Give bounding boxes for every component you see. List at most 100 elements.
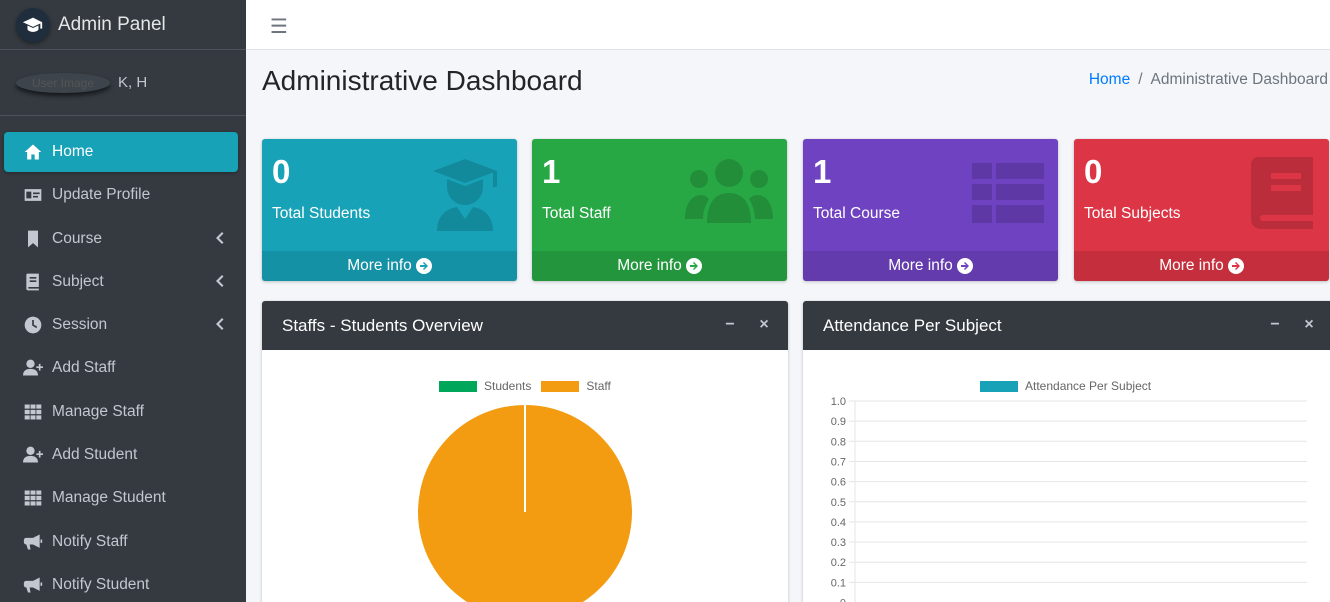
card-header: Staffs - Students Overview − × — [262, 301, 788, 350]
sidebar-item-label: Session — [52, 316, 108, 334]
legend-label: Attendance Per Subject — [1025, 379, 1152, 393]
sidebar-item-manage-student[interactable]: Manage Student — [4, 478, 238, 518]
graduation-cap-logo-icon — [16, 7, 50, 42]
more-info-link[interactable]: More info — [262, 251, 517, 281]
user-plus-icon — [22, 444, 44, 466]
arrow-circle-right-icon — [956, 258, 973, 274]
stat-box-total-course: 1 Total Course More info — [803, 139, 1058, 281]
minimize-button[interactable]: − — [725, 316, 735, 333]
y-tick-label: 0.4 — [831, 517, 846, 529]
chevron-left-icon — [214, 231, 224, 245]
graduate-icon — [427, 157, 503, 231]
megaphone-icon — [22, 531, 44, 553]
sidebar-item-home[interactable]: Home — [4, 132, 238, 172]
id-card-icon — [22, 184, 44, 206]
breadcrumb-separator: / — [1138, 71, 1143, 88]
y-tick-label: 0.5 — [831, 497, 846, 509]
bar-chart: 1.0 0.9 0.8 0.7 0.6 0.5 0.4 0.3 0.2 0.1 0 — [831, 396, 1307, 602]
card-tools: − × — [722, 316, 772, 333]
y-tick-label: 0.9 — [831, 416, 846, 428]
sidebar-item-label: Update Profile — [52, 186, 151, 204]
y-tick-label: 0.2 — [831, 557, 846, 569]
breadcrumb-home-link[interactable]: Home — [1088, 71, 1131, 88]
chevron-left-icon — [214, 317, 224, 331]
close-button[interactable]: × — [759, 316, 769, 333]
sidebar: Admin Panel User Image K, H Home Update … — [0, 0, 246, 602]
more-info-link[interactable]: More info — [803, 251, 1058, 281]
sidebar-item-update-profile[interactable]: Update Profile — [4, 175, 238, 215]
legend-item[interactable]: Attendance Per Subject — [980, 379, 1151, 393]
book-icon — [1251, 157, 1313, 229]
y-tick-label: 0.3 — [831, 537, 846, 549]
clock-icon — [22, 314, 44, 336]
sidebar-item-notify-staff[interactable]: Notify Staff — [4, 522, 238, 562]
close-button[interactable]: × — [1304, 316, 1314, 333]
user-panel: User Image K, H — [0, 50, 246, 116]
pie-chart — [418, 405, 632, 602]
stat-label: Total Staff — [542, 205, 611, 222]
legend-item[interactable]: Staff — [541, 379, 611, 393]
table-list-icon — [972, 161, 1044, 225]
attendance-card: Attendance Per Subject − × Attendance Pe… — [803, 301, 1330, 602]
y-tick-label: 0.1 — [831, 577, 846, 589]
more-info-label: More info — [888, 257, 953, 274]
more-info-link[interactable]: More info — [532, 251, 787, 281]
overview-card: Staffs - Students Overview − × Students … — [262, 301, 788, 602]
sidebar-item-subject[interactable]: Subject — [4, 262, 238, 302]
megaphone-icon — [22, 574, 44, 596]
page-title: Administrative Dashboard — [262, 65, 583, 96]
grid-icon — [22, 487, 44, 509]
more-info-link[interactable]: More info — [1074, 251, 1329, 281]
minimize-button[interactable]: − — [1270, 316, 1280, 333]
book-icon — [22, 271, 44, 293]
stat-label: Total Course — [813, 205, 901, 222]
sidebar-item-notify-student[interactable]: Notify Student — [4, 565, 238, 602]
stat-label: Total Students — [272, 205, 371, 222]
home-icon — [22, 141, 44, 163]
stat-label: Total Subjects — [1084, 205, 1181, 222]
top-navbar: ☰ — [246, 0, 1330, 50]
legend-swatch — [980, 380, 1018, 392]
legend-swatch — [541, 380, 580, 392]
y-tick-label: 0.6 — [831, 477, 846, 489]
user-name[interactable]: K, H — [118, 74, 148, 91]
sidebar-item-label: Add Staff — [52, 359, 116, 377]
legend-label: Students — [484, 379, 532, 393]
legend-label: Staff — [586, 379, 611, 393]
arrow-circle-right-icon — [685, 258, 702, 274]
stat-value: 0 — [272, 153, 291, 190]
user-plus-icon — [22, 357, 44, 379]
sidebar-item-session[interactable]: Session — [4, 305, 238, 345]
chevron-left-icon — [214, 274, 224, 288]
stat-value: 1 — [813, 153, 832, 190]
sidebar-item-label: Add Student — [52, 446, 138, 464]
arrow-circle-right-icon — [1227, 258, 1244, 274]
sidebar-item-label: Home — [52, 143, 94, 160]
brand-title: Admin Panel — [58, 13, 166, 35]
pie-legend: Students Staff — [439, 379, 621, 393]
grid-icon — [22, 401, 44, 423]
card-tools: − × — [1267, 316, 1317, 333]
hamburger-menu-icon[interactable]: ☰ — [270, 16, 288, 38]
card-header: Attendance Per Subject − × — [803, 301, 1330, 350]
stat-box-total-students: 0 Total Students More info — [262, 139, 517, 281]
bookmark-icon — [22, 228, 44, 250]
sidebar-item-manage-staff[interactable]: Manage Staff — [4, 392, 238, 432]
stat-box-total-staff: 1 Total Staff More info — [532, 139, 787, 281]
sidebar-item-add-staff[interactable]: Add Staff — [4, 348, 238, 388]
more-info-label: More info — [617, 257, 682, 274]
sidebar-item-label: Manage Staff — [52, 402, 144, 420]
legend-item[interactable]: Students — [439, 379, 531, 393]
users-icon — [685, 157, 773, 231]
y-tick-label: 0.7 — [831, 456, 846, 468]
sidebar-item-label: Manage Student — [52, 489, 166, 507]
sidebar-item-label: Notify Staff — [52, 532, 128, 550]
sidebar-item-label: Subject — [52, 272, 104, 290]
sidebar-item-label: Notify Student — [52, 575, 150, 593]
sidebar-item-add-student[interactable]: Add Student — [4, 435, 238, 475]
card-title: Staffs - Students Overview — [282, 315, 483, 335]
brand-link[interactable]: Admin Panel — [0, 0, 246, 50]
user-avatar: User Image — [16, 72, 110, 93]
sidebar-item-course[interactable]: Course — [4, 219, 238, 259]
breadcrumb: Home / Administrative Dashboard — [1089, 71, 1328, 89]
